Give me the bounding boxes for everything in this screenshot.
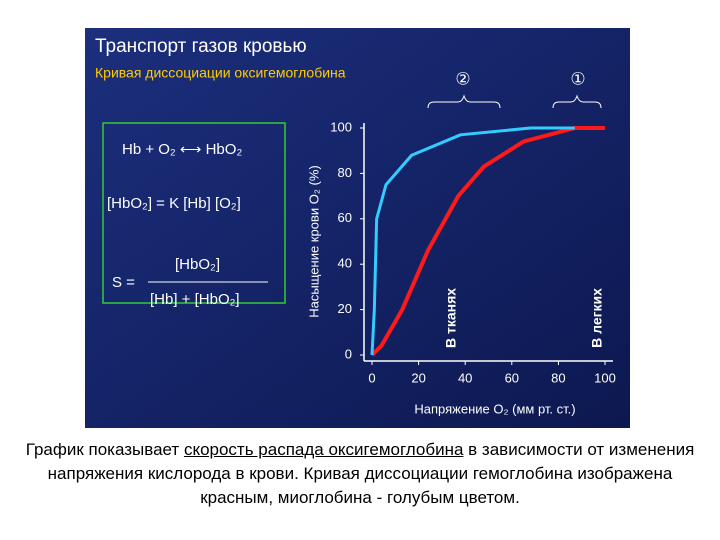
caption: График показывает скорость распада оксиг… <box>20 438 700 510</box>
y-tick-label: 80 <box>338 165 352 180</box>
slide-subtitle: Кривая диссоциации оксигемоглобина <box>95 65 346 81</box>
caption-text: График показывает <box>25 440 184 459</box>
chart: 0 20 40 60 80 100 0 20 40 60 80 100 Насыщение крови … <box>306 69 615 416</box>
slide-background <box>85 28 630 428</box>
formula: [HbO₂] = K [Hb] [O₂] <box>107 195 241 212</box>
brace <box>427 94 501 109</box>
x-tick-label: 0 <box>368 370 375 385</box>
x-tick-label: 60 <box>505 370 519 385</box>
slide-title: Транспорт газов кровью <box>95 36 307 57</box>
annotation: ② <box>455 69 470 88</box>
x-tick-label: 100 <box>594 370 616 385</box>
formula: Hb + O₂ ⟷ HbO₂ <box>122 141 242 158</box>
formula: S = <box>112 274 135 291</box>
annotation: В легких <box>589 288 605 348</box>
line-series <box>370 126 605 357</box>
x-tick-label: 80 <box>551 370 565 385</box>
caption-text: в зависимости от изменения напряжения ки… <box>47 440 695 507</box>
formula: [Hb] + [HbO₂] <box>150 291 240 308</box>
x-tick-label: 20 <box>411 370 425 385</box>
line-series <box>370 126 575 356</box>
formula-box <box>102 122 286 304</box>
annotation: ① <box>570 69 585 88</box>
x-tick-label: 40 <box>458 370 472 385</box>
formula: [HbO₂] <box>175 256 220 273</box>
y-tick-label: 40 <box>338 256 352 271</box>
x-axis-label: Напряжение O₂ (мм рт. ст.) <box>414 401 575 416</box>
caption-text: скорость распада оксигемоглобина <box>183 440 464 459</box>
annotation: В тканях <box>443 288 459 348</box>
y-tick-label: 60 <box>338 210 352 225</box>
brace <box>552 94 602 109</box>
y-tick-label: 20 <box>338 301 352 316</box>
y-tick-label: 0 <box>345 346 352 361</box>
y-tick-label: 100 <box>330 119 352 134</box>
y-axis-label: Насыщение крови O₂ (%) <box>306 165 321 317</box>
